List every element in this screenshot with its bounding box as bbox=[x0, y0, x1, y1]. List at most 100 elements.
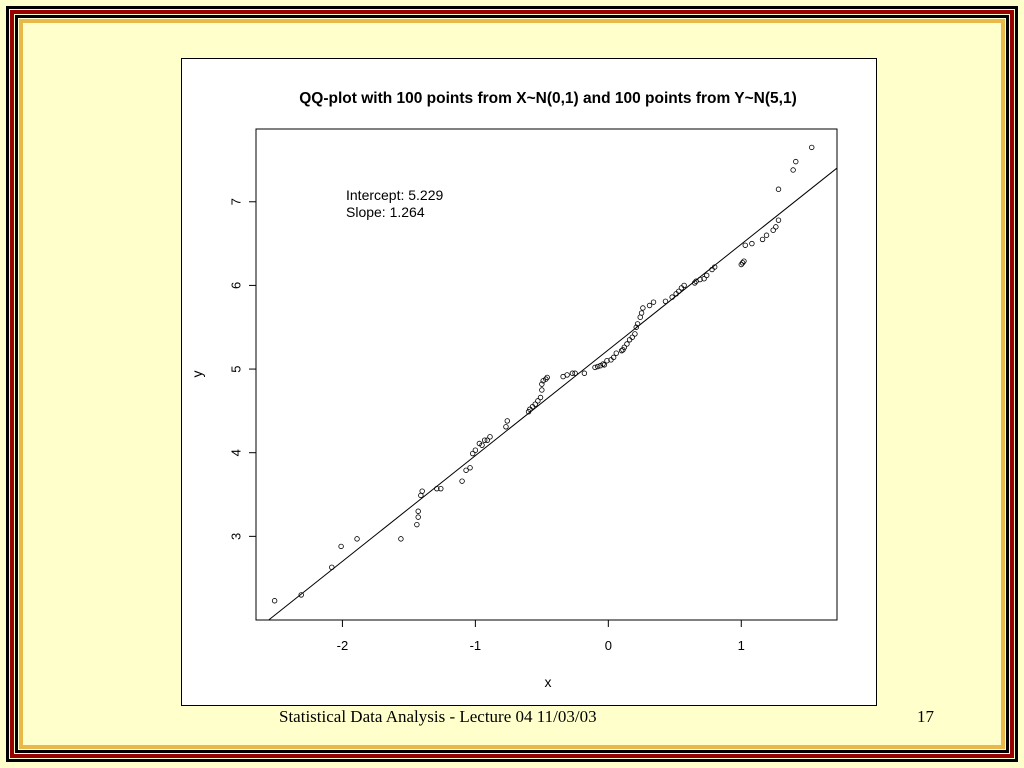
data-point bbox=[354, 536, 360, 542]
page-number: 17 bbox=[917, 707, 934, 726]
data-point bbox=[338, 543, 344, 550]
data-point bbox=[738, 261, 744, 268]
data-point bbox=[529, 404, 536, 410]
data-point bbox=[669, 294, 675, 300]
data-point bbox=[415, 508, 421, 514]
data-point bbox=[481, 437, 488, 443]
axes: -2 -1 0 1 3 4 5 6 7 bbox=[229, 198, 745, 653]
data-point bbox=[613, 350, 619, 356]
data-point bbox=[618, 347, 625, 354]
slope-annotation: Slope: 1.264 bbox=[346, 204, 425, 220]
data-point bbox=[775, 217, 782, 223]
data-point bbox=[467, 465, 473, 471]
data-point bbox=[544, 374, 550, 381]
data-point bbox=[398, 536, 404, 542]
data-point bbox=[638, 310, 645, 316]
data-point bbox=[537, 394, 544, 401]
y-tick-label: 7 bbox=[229, 198, 244, 205]
data-point bbox=[604, 357, 610, 364]
slide-frame-outer bbox=[6, 6, 1018, 762]
data-point bbox=[459, 478, 465, 484]
data-point bbox=[543, 376, 549, 382]
data-points bbox=[271, 144, 815, 604]
data-point bbox=[484, 437, 491, 443]
data-point bbox=[741, 258, 747, 264]
data-point bbox=[634, 321, 641, 327]
data-point bbox=[793, 158, 799, 165]
data-point bbox=[650, 299, 657, 305]
chart-title: QQ-plot with 100 points from X~N(0,1) an… bbox=[299, 90, 797, 107]
slide-frame-inner bbox=[15, 15, 1009, 753]
data-point bbox=[632, 331, 638, 337]
qq-plot-panel: QQ-plot with 100 points from X~N(0,1) an… bbox=[181, 58, 877, 706]
data-point bbox=[540, 378, 546, 384]
data-point bbox=[463, 467, 469, 473]
data-point bbox=[646, 302, 653, 309]
data-point bbox=[759, 236, 766, 243]
data-point bbox=[662, 298, 669, 305]
data-point bbox=[594, 363, 601, 370]
data-point bbox=[470, 450, 476, 457]
data-point bbox=[678, 285, 685, 291]
data-point bbox=[711, 264, 718, 270]
data-point bbox=[569, 370, 576, 376]
y-axis-label: y bbox=[189, 371, 205, 378]
data-point bbox=[564, 372, 570, 378]
data-point bbox=[676, 288, 682, 294]
x-tick-label: 0 bbox=[605, 638, 612, 653]
fit-line-group bbox=[268, 167, 838, 621]
data-point bbox=[592, 364, 598, 371]
data-point bbox=[329, 564, 335, 571]
x-tick-label: -2 bbox=[337, 638, 349, 653]
data-point bbox=[621, 344, 627, 351]
data-point bbox=[739, 260, 746, 266]
data-point bbox=[697, 276, 703, 283]
data-point bbox=[742, 242, 748, 248]
data-point bbox=[626, 337, 633, 343]
slide-footer: Statistical Data Analysis - Lecture 04 1… bbox=[279, 707, 597, 726]
y-tick-label: 3 bbox=[229, 533, 244, 540]
y-tick-label: 6 bbox=[229, 282, 244, 289]
data-point bbox=[775, 186, 782, 192]
data-point bbox=[770, 227, 776, 233]
y-tick-label: 4 bbox=[229, 449, 244, 456]
data-point bbox=[415, 514, 421, 520]
data-point bbox=[610, 354, 617, 361]
intercept-annotation: Intercept: 5.229 bbox=[346, 187, 444, 203]
data-point bbox=[692, 280, 698, 286]
data-point bbox=[629, 334, 635, 340]
data-point bbox=[504, 418, 510, 424]
data-point bbox=[624, 341, 630, 347]
data-point bbox=[535, 398, 541, 404]
data-point bbox=[532, 401, 538, 407]
data-point bbox=[572, 370, 578, 376]
data-point bbox=[434, 485, 440, 492]
data-point bbox=[809, 144, 815, 151]
data-point bbox=[476, 440, 483, 447]
x-tick-label: -1 bbox=[470, 638, 482, 653]
data-point bbox=[271, 598, 278, 604]
data-point bbox=[640, 305, 646, 311]
data-point bbox=[479, 442, 485, 448]
data-point bbox=[681, 282, 687, 289]
slide-frame-red bbox=[10, 10, 1014, 758]
regression-line bbox=[268, 167, 838, 621]
data-point bbox=[773, 224, 779, 230]
data-point bbox=[790, 167, 796, 173]
data-point bbox=[701, 276, 707, 282]
data-point bbox=[704, 272, 710, 279]
x-axis-label: x bbox=[545, 674, 552, 690]
data-point bbox=[503, 424, 509, 430]
data-point bbox=[414, 521, 420, 528]
data-point bbox=[438, 485, 444, 492]
data-point bbox=[763, 232, 770, 238]
slide-frame-gold bbox=[19, 19, 1005, 749]
data-point bbox=[749, 240, 755, 247]
data-point bbox=[581, 370, 588, 376]
data-point bbox=[597, 363, 604, 369]
y-tick-label: 5 bbox=[229, 365, 244, 372]
x-tick-label: 1 bbox=[738, 638, 745, 653]
data-point bbox=[487, 434, 493, 440]
data-point bbox=[298, 592, 304, 598]
data-point bbox=[539, 381, 545, 387]
